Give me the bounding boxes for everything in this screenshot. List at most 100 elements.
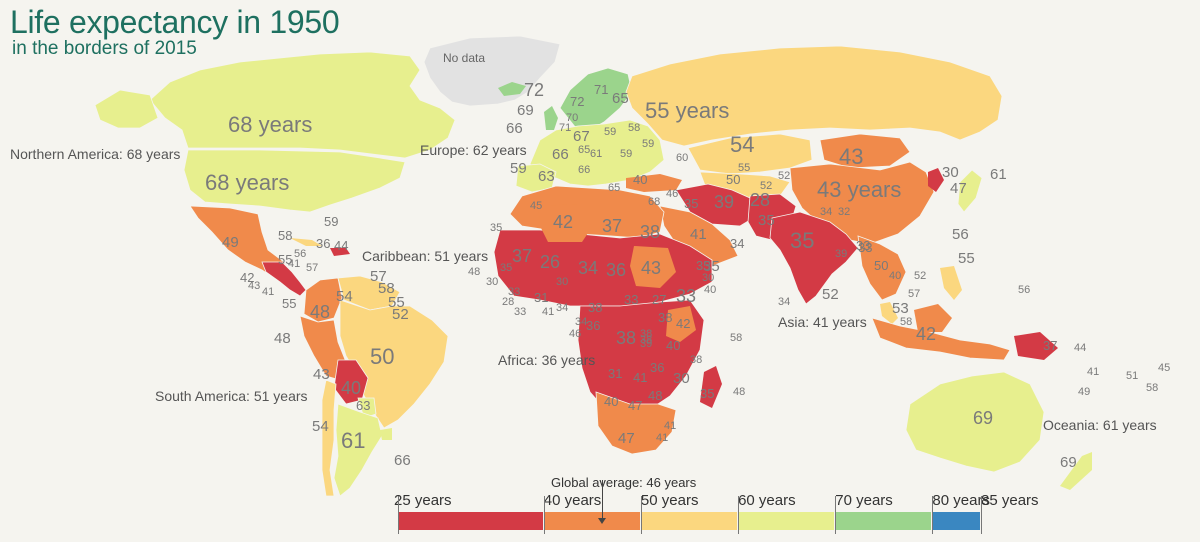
russia-shape[interactable] [625, 45, 1003, 147]
china-label: 43 years [817, 177, 902, 202]
greenland-shape[interactable] [423, 35, 561, 107]
iceland-shape[interactable] [498, 82, 526, 96]
country-value-taiwan: 56 [952, 226, 969, 243]
country-value-israel: 68 [648, 196, 661, 208]
country-value-eritrea: 35 [696, 258, 711, 273]
country-value-rwanda: 38 [658, 310, 673, 325]
country-value-ethiopia: 33 [676, 286, 697, 306]
legend-tick-label: 50 years [640, 492, 699, 509]
legend-tick [543, 496, 545, 534]
turkey-shape[interactable] [626, 174, 682, 192]
country-value-ireland: 66 [506, 120, 523, 137]
country-value-nigeria: 31 [534, 290, 549, 305]
saudi-shape[interactable] [659, 205, 739, 267]
canada-shape[interactable] [149, 51, 456, 159]
central-america-shape[interactable] [261, 261, 307, 297]
uk-shape[interactable] [544, 106, 558, 130]
country-value-malaysia: 53 [892, 300, 909, 317]
country-value-afghanistan: 28 [750, 190, 771, 210]
brazil-label: 50 [370, 344, 395, 369]
australia-label: 69 [973, 408, 994, 428]
usa-label: 68 years [205, 170, 290, 195]
region-northern-america: Northern America: 68 years [10, 146, 181, 162]
canada-label: 68 years [228, 112, 313, 137]
country-value-car: 33 [624, 292, 639, 307]
region-africa: Africa: 36 years [498, 352, 596, 368]
country-value-tanzania: 40 [666, 338, 681, 353]
country-value-paraguay: 63 [356, 398, 371, 413]
country-value-bhutan: 32 [838, 206, 851, 218]
country-value-mexico: 49 [222, 234, 239, 251]
country-value-cuba: 59 [324, 214, 339, 229]
no-data-label: No data [443, 51, 486, 65]
country-value-zimbabwe: 48 [648, 388, 663, 403]
country-value-venezuela: 54 [336, 288, 353, 305]
country-value-uk: 69 [517, 102, 534, 119]
cuba-shape[interactable] [290, 238, 322, 246]
argentina-shape[interactable] [333, 403, 383, 497]
country-value-fiji: 51 [1126, 370, 1139, 382]
alaska-shape[interactable] [94, 89, 159, 129]
country-value-caucasus: 60 [676, 152, 689, 164]
sudan-shape[interactable] [630, 246, 676, 288]
kazakhstan-shape[interactable] [687, 133, 813, 175]
kenya-shape[interactable] [666, 306, 696, 342]
country-value-new-zealand: 69 [1060, 454, 1077, 471]
madagascar-shape[interactable] [700, 366, 722, 408]
country-value-swaziland: 41 [664, 420, 677, 432]
india-shape[interactable] [769, 211, 859, 305]
legend-tick [932, 496, 934, 534]
philippines-shape[interactable] [940, 266, 962, 300]
usa-shape[interactable] [183, 149, 406, 213]
country-value-nepal: 34 [820, 206, 833, 218]
colombia-shape[interactable] [303, 277, 343, 323]
legend-tick [981, 496, 982, 534]
region-asia: Asia: 41 years [778, 314, 867, 330]
southeast-asia-shape[interactable] [857, 235, 907, 301]
korea-shape[interactable] [928, 168, 944, 192]
country-value-philippines: 55 [958, 250, 975, 267]
country-value-belarus: 58 [628, 122, 641, 134]
country-value-thailand: 50 [874, 258, 889, 273]
country-value-maldives: 34 [778, 296, 791, 308]
country-value-pakistan: 35 [758, 212, 775, 229]
country-value-cambodia: 40 [889, 270, 902, 282]
country-value-sweden: 71 [594, 82, 609, 97]
southern-africa-shape[interactable] [595, 391, 677, 455]
country-value-netherlands: 71 [559, 122, 572, 134]
russia-label: 55 years [645, 98, 730, 123]
country-value-myanmar: 33 [856, 238, 871, 253]
new-zealand-shape[interactable] [1060, 452, 1092, 490]
country-value-panama: 55 [282, 296, 297, 311]
legend-tick-label: 85 years [981, 492, 1039, 509]
country-value-argentina: 61 [341, 428, 366, 453]
legend-tick [738, 496, 740, 534]
malaysia-shape[interactable] [880, 302, 898, 324]
country-value-drc: 38 [640, 328, 653, 340]
global-average-label: Global average: 46 years [551, 475, 697, 490]
country-value-bangladesh: 33 [858, 240, 873, 255]
country-value-cape-verde: 48 [468, 266, 481, 278]
region-oceania: Oceania: 61 years [1043, 417, 1157, 433]
country-value-chile: 54 [312, 418, 329, 435]
country-value-dominican: 44 [334, 238, 349, 253]
japan-shape[interactable] [957, 169, 983, 213]
country-value-uruguay: 66 [394, 452, 411, 469]
country-value-png: 37 [1043, 338, 1058, 353]
country-value-costa-rica: 41 [262, 286, 275, 298]
algeria-shape[interactable] [538, 204, 594, 242]
png-shape[interactable] [1014, 332, 1058, 360]
uruguay-shape[interactable] [380, 428, 392, 440]
borneo-shape[interactable] [914, 304, 952, 332]
venezuela-shape[interactable] [337, 275, 401, 311]
legend-bin-0 [399, 512, 543, 530]
legend-bin-1 [544, 512, 640, 530]
chile-shape[interactable] [321, 379, 337, 497]
country-value-seychelles: 58 [730, 332, 743, 344]
australia-shape[interactable] [905, 371, 1045, 473]
country-value-western-sahara: 35 [490, 222, 503, 234]
hispaniola-shape[interactable] [330, 248, 350, 256]
country-value-somalia: 40 [704, 284, 717, 296]
country-value-mauritius: 48 [733, 386, 746, 398]
mongolia-shape[interactable] [819, 133, 911, 169]
